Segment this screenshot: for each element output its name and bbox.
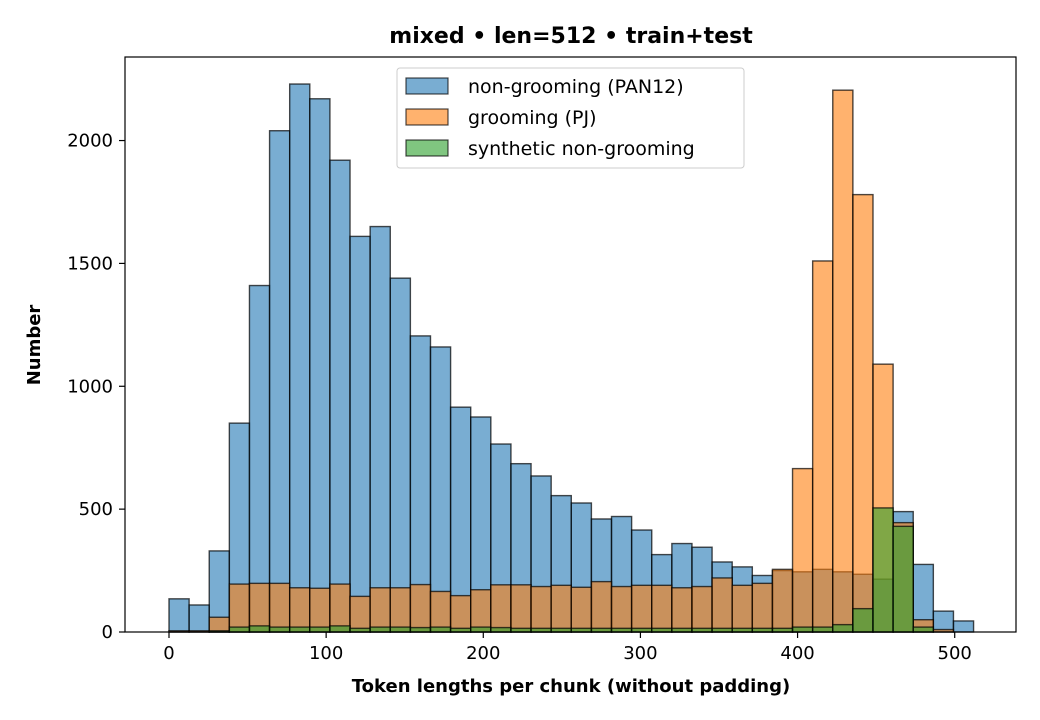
bar-synthetic-non-grooming-4	[248, 625, 271, 633]
bar-non-grooming-pan12-7	[309, 98, 331, 633]
y-tick-label: 1500	[67, 253, 113, 274]
x-tick-label: 300	[623, 643, 657, 664]
x-axis-title: Token lengths per chunk (without padding…	[352, 676, 791, 697]
bar-grooming-pj-13	[429, 590, 452, 633]
chart-title: mixed • len=512 • train+test	[389, 24, 753, 49]
bar-synthetic-non-grooming-3	[228, 626, 251, 633]
bar-synthetic-non-grooming-33	[832, 623, 854, 633]
bar-non-grooming-pan12-1	[188, 604, 210, 633]
bar-grooming-pj-29	[751, 582, 774, 633]
bar-synthetic-non-grooming-11	[389, 626, 412, 633]
bar-grooming-pj-4	[248, 582, 271, 633]
bar-grooming-pj-12	[409, 583, 432, 633]
bar-grooming-pj-22	[610, 585, 633, 633]
bar-non-grooming-pan12-13	[429, 346, 452, 633]
bar-grooming-pj-31	[791, 467, 814, 633]
bar-non-grooming-pan12-0	[168, 598, 190, 633]
bar-grooming-pj-16	[490, 584, 512, 633]
bar-non-grooming-pan12-11	[389, 277, 412, 633]
legend-label-synthetic-non-grooming: synthetic non-grooming	[468, 138, 695, 160]
bar-synthetic-non-grooming-31	[791, 626, 814, 633]
bar-non-grooming-pan12-39	[952, 620, 975, 633]
bar-non-grooming-pan12-10	[369, 225, 391, 633]
bar-synthetic-non-grooming-8	[329, 625, 351, 633]
bar-grooming-pj-27	[711, 577, 733, 633]
bar-synthetic-non-grooming-37	[912, 626, 935, 633]
legend-swatch-non-grooming-pan12	[405, 77, 449, 95]
bar-grooming-pj-28	[731, 584, 754, 633]
bar-grooming-pj-26	[691, 585, 713, 633]
bar-grooming-pj-2	[208, 616, 231, 633]
y-axis-ticks: 0 500 1000 1500 2000	[67, 131, 125, 643]
bar-grooming-pj-6	[288, 587, 311, 633]
bar-grooming-pj-11	[389, 587, 412, 633]
bar-grooming-pj-32	[811, 260, 834, 633]
bar-synthetic-non-grooming-32	[811, 626, 834, 633]
y-tick-label: 0	[102, 622, 113, 643]
bar-grooming-pj-3	[228, 583, 251, 633]
y-axis-title: Number	[24, 305, 45, 386]
bar-synthetic-non-grooming-15	[470, 626, 492, 633]
bar-grooming-pj-7	[309, 587, 331, 633]
legend-label-grooming-pj: grooming (PJ)	[468, 107, 597, 129]
y-tick-label: 1000	[67, 376, 113, 397]
y-tick-label: 500	[79, 499, 113, 520]
bar-grooming-pj-30	[771, 568, 794, 633]
bar-grooming-pj-20	[570, 586, 593, 633]
bar-grooming-pj-5	[268, 582, 291, 633]
legend-swatch-grooming-pj	[405, 108, 449, 126]
bar-synthetic-non-grooming-7	[309, 626, 331, 633]
legend: non-grooming (PAN12) grooming (PJ) synthet…	[396, 67, 745, 169]
bar-grooming-pj-15	[470, 589, 492, 633]
bar-synthetic-non-grooming-10	[369, 626, 391, 633]
plot-frame	[124, 56, 1017, 633]
bar-synthetic-non-grooming-12	[409, 626, 432, 633]
bar-non-grooming-pan12-6	[288, 83, 311, 633]
x-tick-label: 200	[466, 643, 500, 664]
bar-synthetic-non-grooming-5	[268, 626, 291, 633]
bar-grooming-pj-14	[449, 594, 472, 633]
x-tick-label: 100	[309, 643, 343, 664]
bar-non-grooming-pan12-5	[268, 130, 291, 633]
bar-non-grooming-pan12-9	[349, 235, 371, 633]
y-tick-label: 2000	[67, 131, 113, 152]
bar-synthetic-non-grooming-34	[852, 607, 874, 633]
bar-grooming-pj-24	[651, 584, 673, 633]
bar-grooming-pj-17	[510, 584, 532, 633]
legend-box	[396, 67, 745, 169]
bar-non-grooming-pan12-8	[329, 159, 351, 633]
bar-synthetic-non-grooming-35	[872, 507, 894, 633]
x-tick-label: 400	[780, 643, 814, 664]
legend-label-non-grooming-pan12: non-grooming (PAN12)	[468, 76, 684, 98]
bar-grooming-pj-9	[349, 595, 371, 633]
x-tick-label: 0	[163, 643, 174, 664]
bar-grooming-pj-23	[630, 584, 653, 633]
bar-grooming-pj-8	[329, 583, 351, 633]
bar-grooming-pj-10	[369, 587, 391, 633]
bar-synthetic-non-grooming-36	[892, 525, 914, 633]
bar-synthetic-non-grooming-13	[429, 626, 452, 633]
bar-grooming-pj-25	[671, 587, 693, 633]
x-tick-label: 500	[938, 643, 972, 664]
bar-grooming-pj-19	[550, 584, 572, 633]
x-axis-ticks: 0 100 200 300 400 500	[163, 632, 972, 664]
bar-grooming-pj-18	[530, 585, 552, 633]
bar-grooming-pj-34	[852, 193, 874, 633]
bar-non-grooming-pan12-4	[248, 284, 271, 633]
bar-grooming-pj-21	[590, 580, 613, 633]
bar-synthetic-non-grooming-6	[288, 626, 311, 633]
bar-grooming-pj-33	[832, 89, 854, 633]
legend-swatch-synthetic-non-grooming	[405, 139, 449, 157]
bar-synthetic-non-grooming-16	[490, 626, 512, 633]
